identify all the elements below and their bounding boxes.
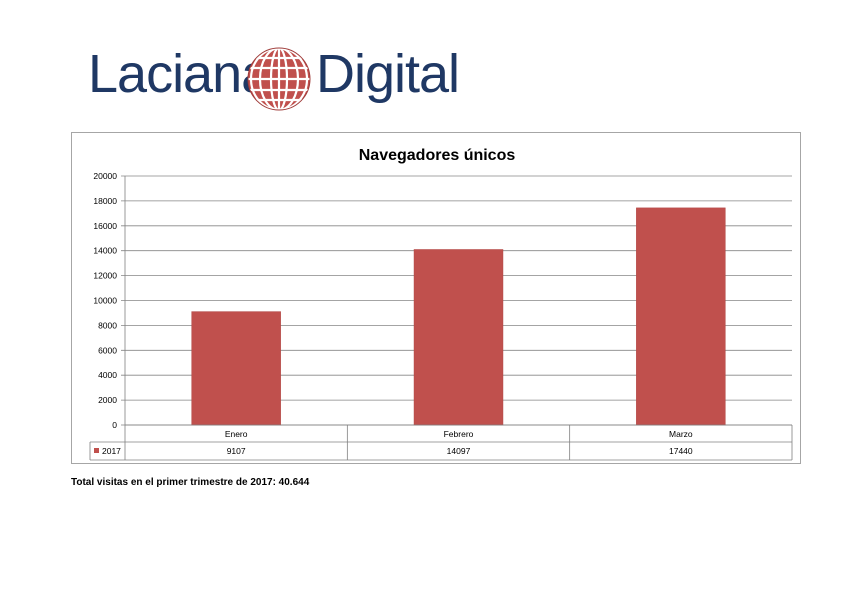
y-tick-label: 16000: [93, 221, 117, 231]
y-tick-label: 20000: [93, 171, 117, 181]
bar-febrero: [413, 249, 504, 426]
legend-series-label: 2017: [102, 446, 121, 456]
y-tick-label: 12000: [93, 271, 117, 281]
y-tick-label: 14000: [93, 246, 117, 256]
y-tick-label: 0: [112, 420, 117, 430]
y-tick-label: 18000: [93, 196, 117, 206]
table-value-cell: 9107: [227, 446, 246, 456]
laciana-digital-logo: Laciana Digital: [88, 40, 468, 120]
chart-title: Navegadores únicos: [359, 147, 516, 164]
bar-chart-navegadores: Navegadores únicos 0 2000 4000 6000 8000 1000…: [71, 132, 801, 464]
x-category-label: Enero: [225, 429, 248, 439]
y-tick-label: 2000: [98, 395, 117, 405]
chart-canvas: Navegadores únicos 0 2000 4000 6000 8000 1000…: [89, 147, 793, 461]
legend-swatch: [94, 448, 99, 453]
x-category-label: Marzo: [669, 429, 693, 439]
bar-marzo: [636, 207, 726, 426]
bar-enero: [191, 311, 281, 426]
logo-text-left: Laciana: [88, 44, 271, 104]
y-tick-label: 8000: [98, 320, 117, 330]
x-category-label: Febrero: [444, 429, 474, 439]
globe-icon: [247, 47, 311, 111]
table-value-cell: 14097: [447, 446, 471, 456]
logo-text-right: Digital: [316, 44, 460, 104]
table-value-cell: 17440: [669, 446, 693, 456]
y-tick-label: 6000: [98, 345, 117, 355]
y-tick-label: 4000: [98, 370, 117, 380]
y-tick-label: 10000: [93, 296, 117, 306]
total-visits-summary: Total visitas en el primer trimestre de …: [71, 477, 310, 488]
